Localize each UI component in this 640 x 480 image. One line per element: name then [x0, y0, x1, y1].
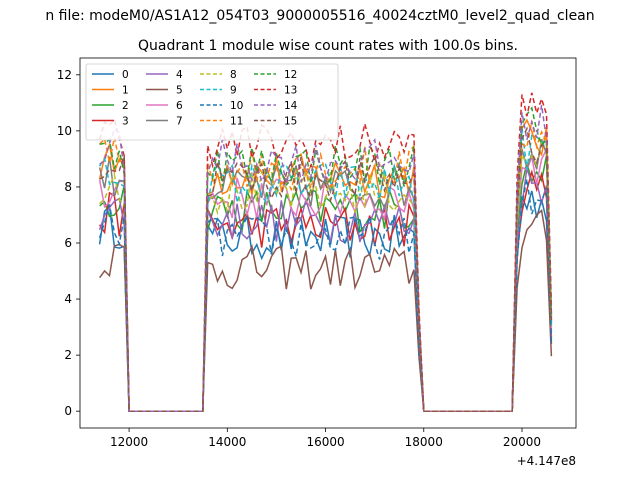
x-tick-label: 18000 — [405, 435, 443, 449]
y-axis: 0 2 4 6 8 10 12 — [57, 68, 80, 418]
x-tick-label: 16000 — [306, 435, 344, 449]
legend-entry-label: 9 — [230, 85, 237, 97]
legend-entry-label: 13 — [284, 85, 297, 97]
series-line-3 — [98, 169, 553, 412]
legend-entry-label: 8 — [230, 69, 237, 81]
series-line-14 — [99, 104, 553, 412]
series-line-9 — [98, 128, 553, 412]
legend-entry-label: 1 — [122, 85, 129, 97]
legend-entry-label: 3 — [122, 116, 129, 128]
y-tick-label: 4 — [64, 292, 72, 306]
plot-area — [98, 92, 553, 412]
x-tick-label: 12000 — [110, 435, 148, 449]
legend-entry-label: 2 — [122, 100, 129, 112]
y-tick-label: 6 — [64, 236, 72, 250]
legend-entry-label: 10 — [230, 100, 243, 112]
series-line-4 — [98, 168, 553, 412]
y-tick-label: 8 — [64, 180, 72, 194]
x-tick-label: 14000 — [208, 435, 246, 449]
series-line-6 — [98, 149, 553, 412]
legend-entry-label: 12 — [284, 69, 297, 81]
series-line-10 — [98, 179, 553, 412]
y-tick-label: 2 — [64, 348, 72, 362]
x-tick-label: 20000 — [503, 435, 541, 449]
legend-entry-label: 5 — [176, 85, 183, 97]
legend-entry-label: 7 — [176, 116, 183, 128]
legend-entry-label: 11 — [230, 116, 243, 128]
series-line-2 — [99, 155, 553, 412]
figure-suptitle: n file: modeM0/AS1A12_054T03_9000005516_… — [45, 8, 594, 24]
legend-entry-label: 4 — [176, 69, 183, 81]
legend-entry-label: 14 — [284, 100, 298, 112]
y-tick-label: 0 — [64, 404, 72, 418]
chart-title: Quadrant 1 module wise count rates with … — [138, 38, 518, 54]
y-tick-label: 10 — [57, 124, 72, 138]
y-tick-label: 12 — [57, 68, 72, 82]
legend-entry-label: 0 — [122, 69, 129, 81]
series-line-0 — [98, 190, 553, 412]
x-axis: 12000 14000 16000 18000 20000 — [110, 428, 541, 449]
series-line-13 — [98, 92, 553, 412]
x-offset-label: +4.147e8 — [517, 454, 576, 468]
legend-entry-label: 6 — [176, 100, 183, 112]
legend-entry-label: 15 — [284, 116, 297, 128]
series-line-15 — [99, 126, 553, 412]
series-line-5 — [98, 209, 553, 412]
